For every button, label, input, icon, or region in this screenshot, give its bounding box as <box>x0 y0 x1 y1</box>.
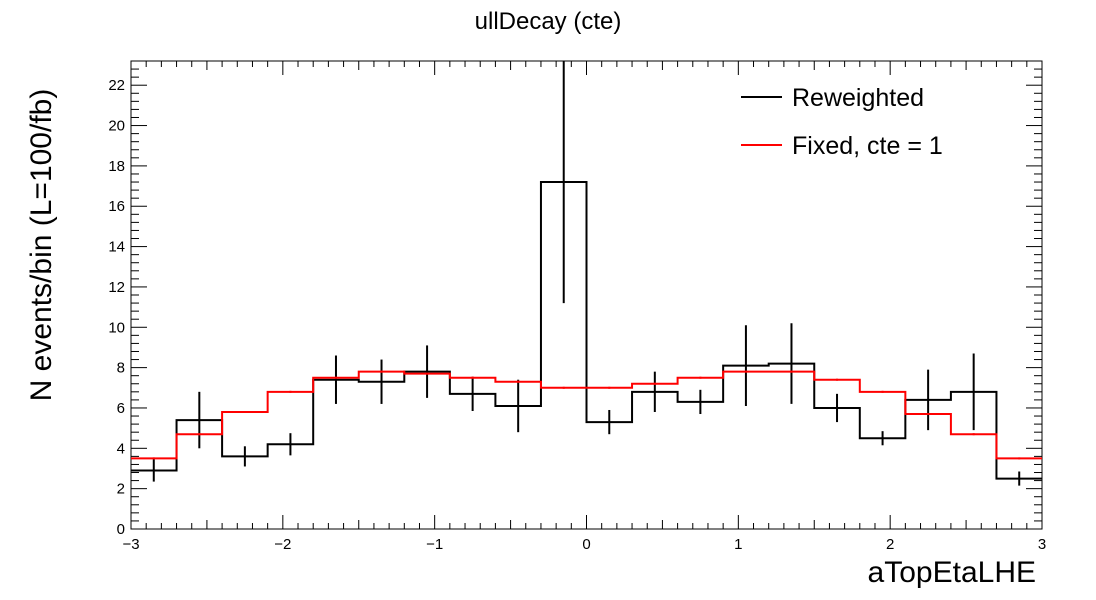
legend-label: Reweighted <box>792 84 924 112</box>
y-tick-label: 14 <box>108 239 125 256</box>
y-tick-label: 10 <box>108 319 125 336</box>
y-tick-label: 16 <box>108 198 125 215</box>
y-tick-label: 8 <box>117 360 125 377</box>
series-1 <box>131 370 1042 460</box>
y-tick-label: 20 <box>108 118 125 135</box>
legend-label: Fixed, cte = 1 <box>792 132 943 160</box>
x-tick-label: 2 <box>886 536 894 553</box>
y-tick-label: 4 <box>117 440 125 457</box>
y-tick-label: 2 <box>117 481 125 498</box>
x-tick-label: 0 <box>582 536 590 553</box>
x-tick-label: 1 <box>734 536 742 553</box>
x-tick-label: 3 <box>1038 536 1046 553</box>
x-tick-label: −1 <box>426 536 443 553</box>
y-tick-label: 22 <box>108 77 125 94</box>
y-tick-label: 12 <box>108 279 125 296</box>
y-tick-label: 18 <box>108 158 125 175</box>
x-tick-label: −2 <box>274 536 291 553</box>
histogram-line <box>131 181 1042 480</box>
x-tick-label: −3 <box>122 536 139 553</box>
y-tick-label: 0 <box>117 521 125 538</box>
x-axis-label: aTopEtaLHE <box>867 556 1036 589</box>
y-tick-label: 6 <box>117 400 125 417</box>
series-0 <box>131 61 1042 486</box>
chart-title: ullDecay (cte) <box>474 8 622 35</box>
